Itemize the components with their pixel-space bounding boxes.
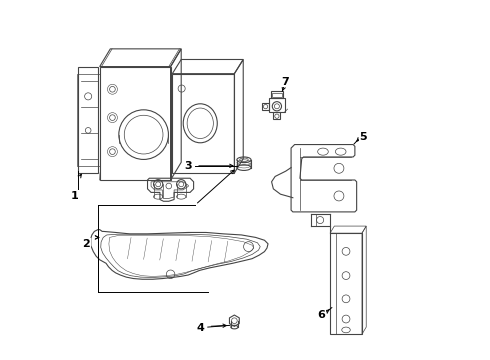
Text: 2: 2 <box>82 239 90 249</box>
Text: 3: 3 <box>184 161 192 171</box>
Bar <box>99 67 171 180</box>
Bar <box>76 74 100 166</box>
Text: 7: 7 <box>282 77 289 87</box>
Bar <box>273 112 280 119</box>
Bar <box>78 67 98 173</box>
Text: 4: 4 <box>196 323 204 333</box>
Bar <box>270 91 283 99</box>
Text: 6: 6 <box>317 310 325 320</box>
Bar <box>272 93 282 98</box>
Text: 1: 1 <box>70 191 78 201</box>
Bar <box>172 74 234 173</box>
Bar <box>330 233 362 334</box>
Bar <box>269 99 285 112</box>
Text: 5: 5 <box>359 132 367 142</box>
Bar <box>262 103 269 110</box>
